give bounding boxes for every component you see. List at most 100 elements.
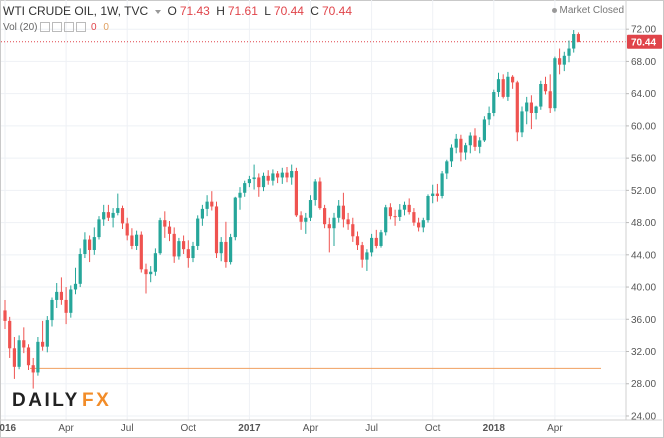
candle-body: [219, 241, 223, 254]
candle-body: [374, 237, 378, 246]
candle: [393, 209, 397, 226]
candle-body: [478, 140, 482, 147]
candle: [285, 166, 289, 183]
candle-body: [482, 119, 486, 141]
price-tick-label: 44.00: [631, 250, 656, 261]
candle: [417, 217, 421, 232]
candle: [308, 195, 313, 221]
candle: [539, 80, 543, 110]
price-tick-label: 48.00: [631, 218, 656, 229]
candle-body: [97, 219, 101, 238]
candle-body: [379, 232, 383, 246]
open-label: O: [167, 4, 177, 18]
candle-body: [41, 341, 45, 347]
candle: [167, 220, 172, 242]
candle: [506, 71, 510, 101]
candle-body: [205, 201, 209, 209]
candle: [12, 337, 16, 379]
time-tick-label: Jul: [121, 423, 134, 434]
candle: [435, 183, 439, 202]
candle: [323, 204, 327, 229]
candle-body: [252, 177, 256, 180]
last-price-box: [627, 34, 662, 49]
candle-body: [360, 245, 364, 260]
candle: [276, 171, 280, 184]
candle: [45, 316, 49, 353]
price-tick-label: 60.00: [631, 121, 656, 132]
candle-body: [464, 145, 468, 153]
candle: [139, 231, 143, 273]
candle-body: [31, 365, 35, 373]
candle: [492, 89, 496, 117]
candle-body: [525, 102, 529, 112]
candle: [135, 230, 139, 250]
candle-body: [313, 181, 317, 201]
candle-body: [64, 299, 68, 313]
price-tick-label: 68.00: [631, 57, 656, 68]
candle-body: [388, 207, 392, 217]
candle: [163, 211, 167, 238]
candle-body: [22, 340, 26, 348]
candle: [271, 169, 275, 186]
low-label: L: [264, 4, 271, 18]
candle: [496, 72, 501, 97]
candle-body: [323, 208, 327, 225]
candle-body: [337, 205, 341, 218]
candle-body: [426, 195, 430, 221]
candle-body: [210, 201, 214, 207]
candle: [482, 116, 486, 143]
candle: [294, 167, 298, 217]
candle: [459, 134, 463, 162]
candle-body: [553, 58, 557, 109]
chart-header: WTI CRUDE OIL, 1W, TVC O 71.43 H 71.61 L 70…: [3, 4, 355, 18]
candle-body: [417, 222, 421, 228]
candle: [26, 344, 31, 371]
candle-body: [135, 234, 139, 246]
symbol-title[interactable]: WTI CRUDE OIL, 1W, TVC: [3, 4, 149, 18]
candle: [111, 208, 115, 228]
candle: [346, 212, 350, 230]
candle-body: [125, 223, 129, 236]
price-axis[interactable]: 24.00 28.00 32.00 36.00 40.00 44.00 48.00 52.00…: [626, 25, 656, 423]
candle: [558, 48, 562, 75]
low-value: 70.44: [273, 4, 304, 18]
volume-label[interactable]: Vol (20): [3, 22, 38, 33]
candle: [313, 179, 317, 206]
chevron-down-icon[interactable]: [155, 9, 162, 14]
candle-body: [398, 209, 402, 217]
candle: [149, 266, 153, 283]
candle-body: [191, 245, 195, 259]
candle-body: [365, 252, 369, 260]
candle-body: [111, 212, 115, 218]
candle-body: [8, 320, 12, 349]
status-dot-icon: [551, 7, 557, 13]
candle-body: [149, 271, 153, 275]
candle: [102, 204, 106, 226]
candle: [543, 76, 548, 95]
candle: [196, 215, 200, 250]
candle-body: [3, 310, 7, 321]
close-icon[interactable]: [64, 22, 75, 33]
candle: [219, 237, 223, 262]
candle: [501, 74, 505, 99]
high-label: H: [216, 4, 225, 18]
candle-body: [130, 235, 134, 246]
close-value: 70.44: [321, 4, 352, 18]
candle-body: [534, 106, 538, 114]
settings-icon[interactable]: [52, 22, 63, 33]
time-axis[interactable]: 2016 Apr Jul Oct 2017 Apr Jul Oct 2018 Apr: [0, 423, 563, 434]
candle-body: [17, 340, 21, 367]
candle-body: [393, 216, 397, 218]
candle-body: [539, 83, 543, 107]
candle-body: [304, 217, 308, 222]
market-status-text: Market Closed: [559, 5, 624, 16]
time-tick-label: Apr: [303, 423, 319, 434]
close-label: C: [310, 4, 319, 18]
more-icon[interactable]: [76, 22, 87, 33]
eye-icon[interactable]: [40, 22, 51, 33]
candle-body: [492, 92, 496, 114]
candle: [229, 233, 233, 265]
candle: [59, 277, 63, 305]
candle-body: [473, 135, 477, 147]
